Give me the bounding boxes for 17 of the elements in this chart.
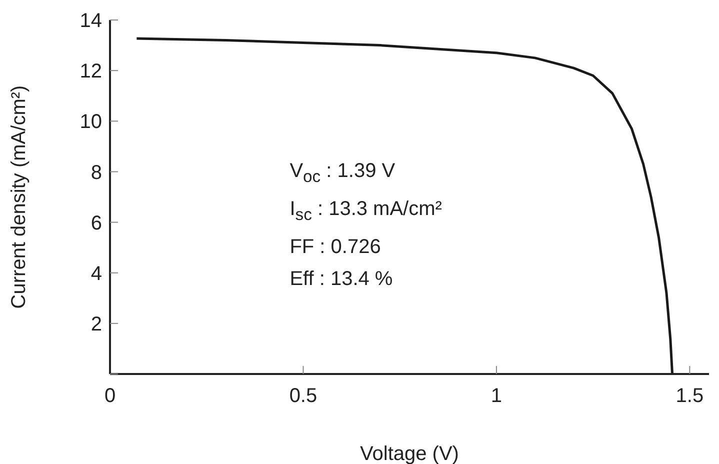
annotation: V$_{oc}$ : 1.39 V [290, 158, 396, 188]
x-tick-label: 0 [104, 385, 116, 408]
x-tick-label: 1 [490, 385, 502, 408]
x-tick-label: 1.5 [676, 385, 704, 408]
y-tick-label: 4 [90, 262, 102, 285]
y-axis-title: Current density (mA/cm²) [8, 85, 30, 309]
x-axis-title: Voltage (V) [360, 443, 459, 464]
y-tick-label: 10 [80, 111, 102, 134]
annotation: FF : 0.726 [290, 234, 382, 260]
x-tick-label: 0.5 [289, 385, 318, 408]
y-tick-label: 14 [80, 10, 102, 32]
y-tick-label: 2 [90, 314, 102, 336]
y-tick-label: 6 [90, 212, 102, 234]
annotation: I$_{sc}$ : 13.3 mA/cm² [290, 196, 442, 226]
y-tick-label: 12 [80, 60, 102, 83]
y-tick-label: 8 [90, 162, 102, 184]
annotation: Eff : 13.4 % [290, 266, 394, 292]
